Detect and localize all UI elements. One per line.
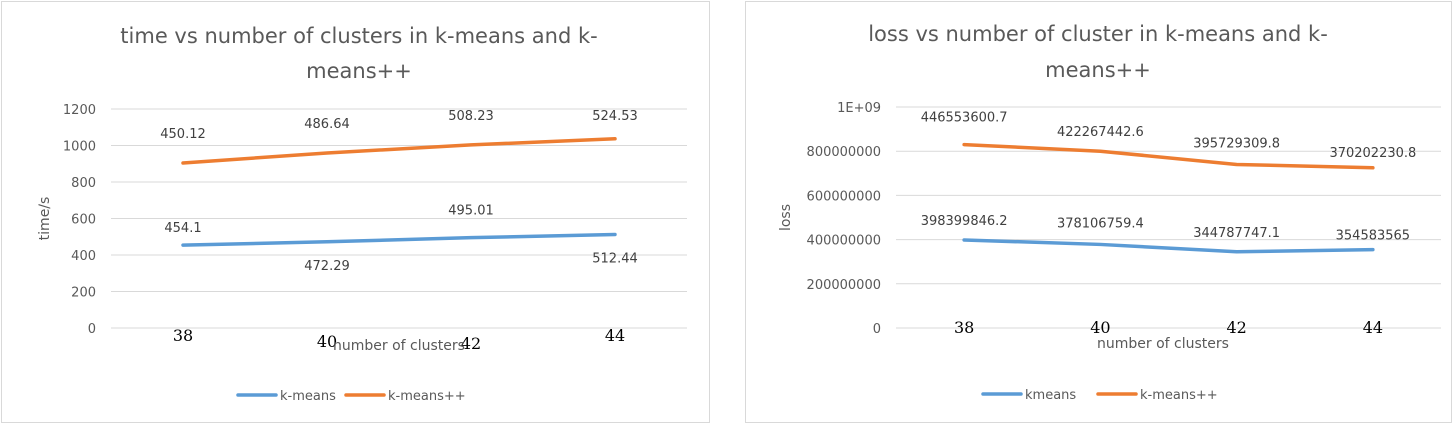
y-tick-label: 400000000 (807, 234, 881, 249)
y-tick-label: 1E+09 (837, 101, 881, 116)
y-tick-label: 200000000 (807, 278, 881, 293)
x-tick-label: 38 (173, 326, 193, 345)
y-axis-label: time/s (37, 197, 53, 241)
data-label: 344787747.1 (1193, 226, 1280, 241)
data-label: 508.23 (448, 109, 494, 124)
x-tick-label: 44 (1363, 318, 1383, 337)
y-tick-label: 200 (71, 286, 96, 301)
x-axis-label: number of clusters (333, 338, 465, 354)
chart-panel-loss: loss vs number of cluster in k-means and… (745, 1, 1452, 423)
data-label: 450.12 (160, 127, 206, 142)
x-tick-label: 42 (1226, 318, 1246, 337)
chart-title: means++ (1045, 58, 1151, 82)
x-tick-label: 40 (317, 332, 337, 351)
time-chart-svg: time vs number of clusters in k-means an… (37, 24, 687, 404)
y-tick-label: 0 (88, 322, 96, 337)
y-axis-label: loss (778, 204, 794, 231)
data-label: 395729309.8 (1193, 136, 1280, 151)
y-tick-label: 1200 (63, 103, 96, 118)
y-tick-label: 400 (71, 249, 96, 264)
data-label: 370202230.8 (1329, 146, 1416, 161)
series-line-k-means++ (962, 142, 1375, 170)
series-line-k-means (181, 232, 617, 247)
loss-chart-svg: loss vs number of cluster in k-means and… (778, 22, 1441, 403)
legend-label: kmeans (1025, 388, 1076, 403)
data-label: 486.64 (304, 117, 350, 132)
legend-label: k-means (280, 389, 336, 404)
y-tick-label: 600000000 (807, 189, 881, 204)
data-label: 398399846.2 (921, 214, 1008, 229)
chart-panel-time: time vs number of clusters in k-means an… (1, 1, 710, 423)
series-line-k-means++ (181, 137, 617, 165)
y-tick-label: 0 (873, 322, 881, 337)
chart-title: time vs number of clusters in k-means an… (120, 24, 597, 48)
x-tick-label: 40 (1090, 318, 1110, 337)
data-label: 472.29 (304, 259, 350, 274)
x-tick-label: 38 (954, 318, 974, 337)
y-tick-label: 600 (71, 213, 96, 228)
y-tick-label: 800000000 (807, 145, 881, 160)
data-label: 378106759.4 (1057, 216, 1144, 231)
legend-label: k-means++ (388, 389, 466, 404)
chart-title: means++ (306, 59, 412, 83)
data-label: 454.1 (164, 221, 201, 236)
x-axis-label: number of clusters (1097, 336, 1229, 352)
data-label: 495.01 (448, 204, 494, 219)
x-tick-label: 44 (605, 326, 625, 345)
data-label: 512.44 (592, 251, 638, 266)
data-label: 354583565 (1336, 229, 1410, 244)
x-tick-label: 42 (461, 334, 481, 353)
data-label: 446553600.7 (921, 111, 1008, 126)
y-tick-label: 800 (71, 176, 96, 191)
data-label: 422267442.6 (1057, 125, 1144, 140)
chart-title: loss vs number of cluster in k-means and… (868, 22, 1328, 46)
legend-label: k-means++ (1140, 388, 1218, 403)
data-label: 524.53 (592, 109, 638, 124)
series-line-kmeans (962, 238, 1375, 254)
y-tick-label: 1000 (63, 140, 96, 155)
